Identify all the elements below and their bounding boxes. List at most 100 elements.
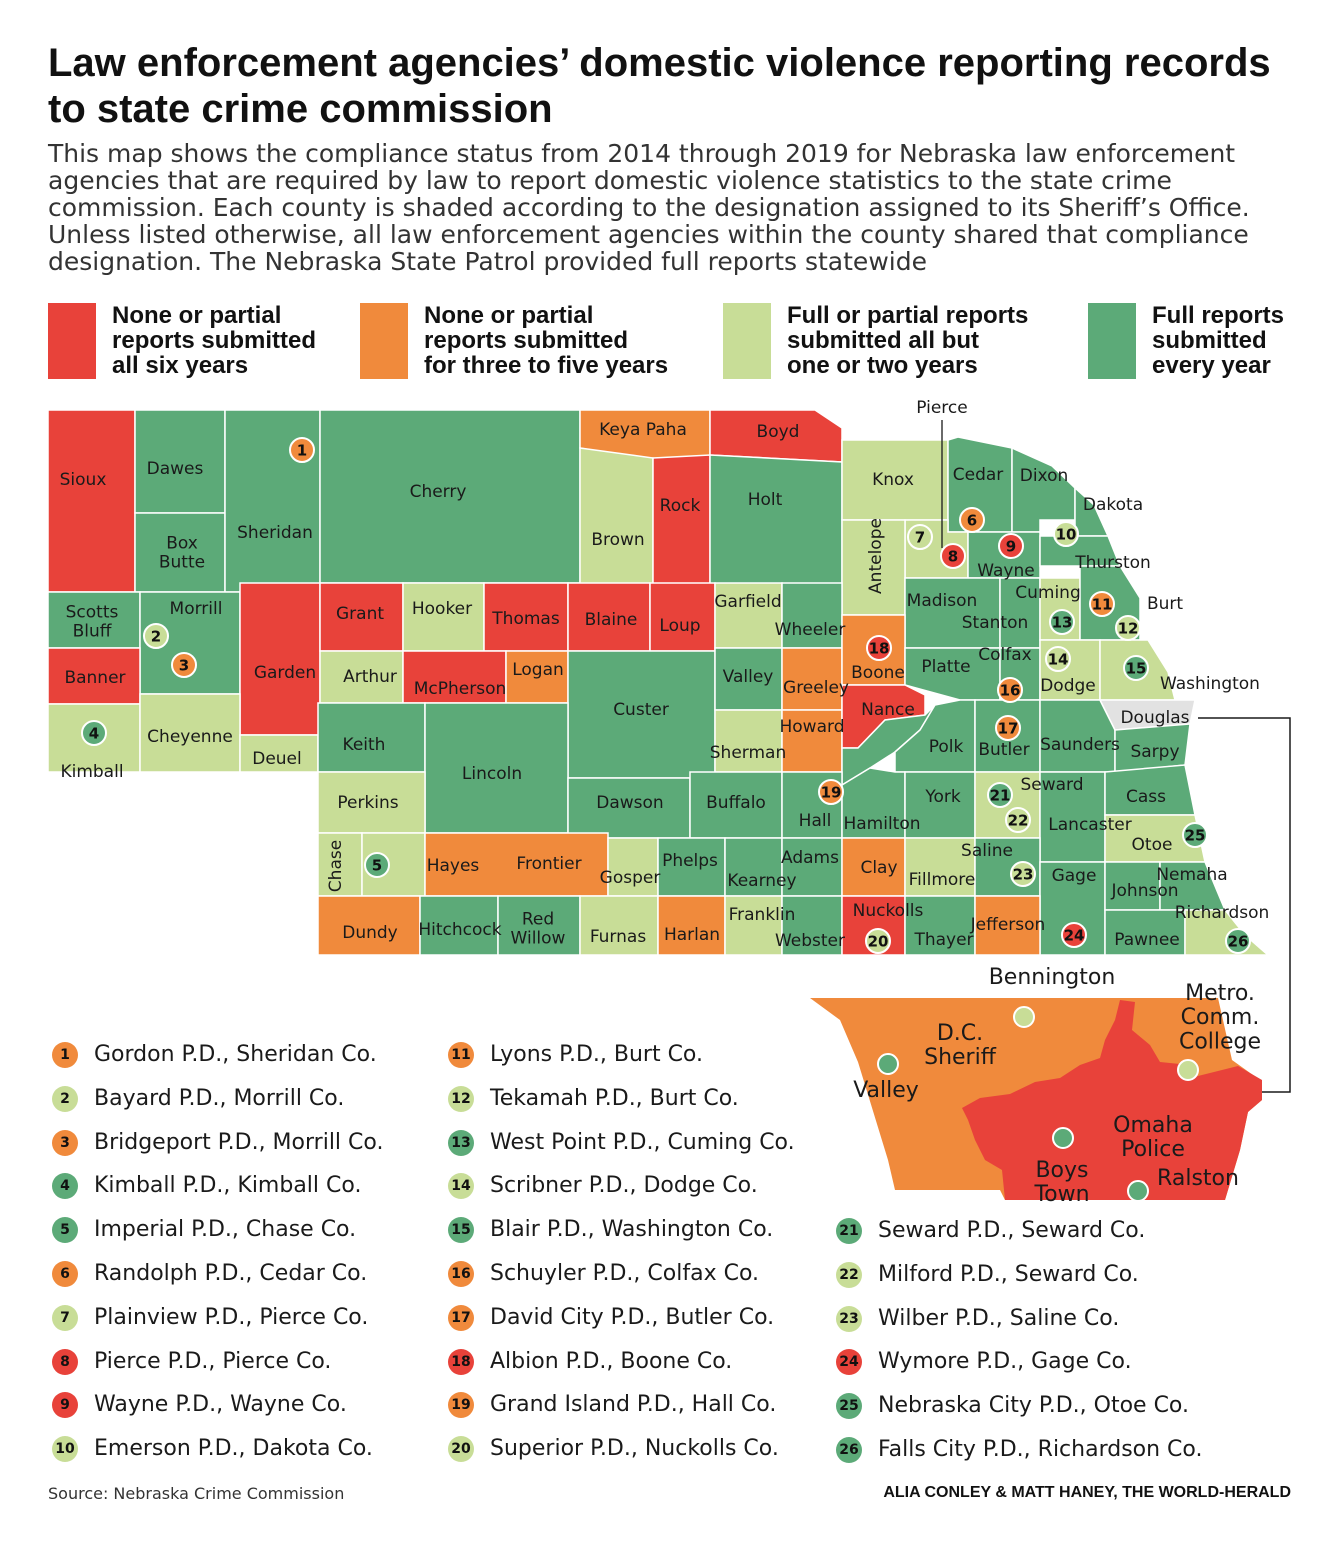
agency-marker-circle [364,852,390,878]
county-label-thayer: Thayer [913,930,973,950]
agency-list-number: 24 [836,1349,862,1376]
agency-marker-number: 2 [151,628,161,646]
county-label-polk: Polk [929,737,964,757]
county-label-wayne: Wayne [977,561,1034,581]
county-label-butler: Butler [978,740,1029,760]
legend-label-green: Full reports submitted every year [1152,302,1285,379]
agency-list-label: Kimball P.D., Kimball Co. [94,1173,362,1199]
agency-list-number: 20 [448,1436,474,1463]
agency-marker-22: 22 [1005,807,1031,833]
county-label-deuel: Deuel [252,749,302,769]
county-label-lincoln: Lincoln [462,764,522,784]
county-label-cheyenne: Cheyenne [147,727,233,747]
legend-swatch-orange [360,303,408,379]
agency-marker-circle [997,677,1023,703]
page-title: Law enforcement agencies’ domestic viole… [48,41,1271,131]
county-label-mcpherson: McPherson [414,679,507,699]
county-label-logan: Logan [512,660,564,680]
agency-marker-circle [865,928,891,954]
agency-marker-13: 13 [1049,609,1075,635]
agency-list-label: Seward P.D., Seward Co. [878,1218,1146,1243]
county-label-cherry: Cherry [410,482,467,502]
county-label-scotts-bluff: Scotts Bluff [66,603,119,642]
page-subtitle: This map shows the compliance status fro… [48,139,1250,276]
inset-label-valley: Valley [853,1078,919,1103]
county-brown [579,447,654,586]
county-label-greeley: Greeley [783,678,849,698]
agency-marker-25: 25 [1182,822,1208,848]
nebraska-county-map: Sioux Dawes Box Butte Sheridan Cherry Keya Pah… [47,398,1291,1207]
inset-point-ralston [1127,1180,1149,1202]
county-label-box-butte: Box Butte [159,534,205,573]
agency-list-number: 3 [52,1129,78,1156]
county-label-chase: Chase [326,840,346,892]
county-label-morrill: Morrill [170,599,223,619]
agency-marker-number: 11 [1092,596,1113,614]
county-label-douglas: Douglas [1120,708,1189,728]
agency-marker-15: 15 [1123,655,1149,681]
agency-marker-number: 14 [1048,651,1069,669]
agency-list-number: 4 [52,1173,78,1200]
county-label-howard: Howard [780,717,845,737]
county-label-jefferson: Jefferson [970,915,1046,935]
agency-marker-circle [1061,922,1087,948]
agency-marker-circle [1005,807,1031,833]
county-label-garden: Garden [254,663,316,683]
agency-list-label: Bayard P.D., Morrill Co. [94,1085,345,1111]
agency-list-number: 1 [52,1042,78,1068]
agency-marker-number: 26 [1228,933,1249,951]
agency-marker-circle [1123,655,1149,681]
agency-marker-4: 4 [81,720,107,746]
source-note: Source: Nebraska Crime Commission [48,1484,345,1503]
agency-list-number: 10 [52,1436,78,1463]
county-label-lancaster: Lancaster [1048,815,1131,835]
agency-list-number: 2 [52,1085,78,1112]
county-label-webster: Webster [775,931,845,951]
agency-list-label: Milford P.D., Seward Co. [878,1261,1139,1287]
county-label-keith: Keith [343,735,386,755]
inset-label-metro-comm-college: Metro. Comm. College [1179,981,1261,1054]
agency-list-label: David City P.D., Butler Co. [490,1304,775,1330]
county-dixon [1011,446,1076,533]
agency-list-number: 9 [52,1392,78,1419]
agency-list-number: 7 [52,1304,78,1331]
county-label-colfax: Colfax [978,645,1031,665]
agency-marker-circle [1225,928,1251,954]
county-label-sioux: Sioux [60,470,107,490]
agency-marker-number: 8 [948,548,958,566]
agency-list-number: 12 [448,1085,474,1112]
county-label-banner: Banner [64,668,125,688]
county-label-blaine: Blaine [585,610,638,630]
county-label-franklin: Franklin [729,905,796,925]
agency-list-label: Schuyler P.D., Colfax Co. [490,1261,760,1286]
agency-marker-circle [1115,615,1141,641]
agency-marker-number: 9 [1006,538,1016,556]
county-label-brown: Brown [591,530,644,550]
credit-line: ALIA CONLEY & MATT HANEY, THE WORLD-HERA… [883,1484,1291,1501]
county-label-york: York [924,787,961,807]
agency-marker-number: 21 [990,787,1011,805]
legend-swatch-red [48,303,96,379]
county-label-washington: Washington [1160,674,1260,694]
agency-list-number: 23 [836,1305,862,1332]
agency-list-label: Emerson P.D., Dakota Co. [94,1436,373,1462]
agency-marker-19: 19 [818,779,844,805]
county-label-hitchcock: Hitchcock [418,920,501,940]
county-label-saunders: Saunders [1040,735,1120,755]
agency-list-number: 22 [836,1261,862,1288]
agency-marker-circle [940,543,966,569]
agency-marker-23: 23 [1010,861,1036,887]
county-label-custer: Custer [613,700,669,720]
agency-marker-circle [1049,609,1075,635]
county-label-thomas: Thomas [491,609,560,629]
agency-marker-20: 20 [865,928,891,954]
agency-list-number: 15 [448,1217,474,1244]
agency-marker-24: 24 [1061,922,1087,948]
county-label-phelps: Phelps [662,851,718,871]
agency-marker-number: 7 [915,529,925,547]
agency-marker-circle [1089,591,1115,617]
agency-marker-2: 2 [143,623,169,649]
county-label-holt: Holt [748,490,783,510]
agency-marker-circle [1010,861,1036,887]
county-label-rock: Rock [660,496,701,516]
